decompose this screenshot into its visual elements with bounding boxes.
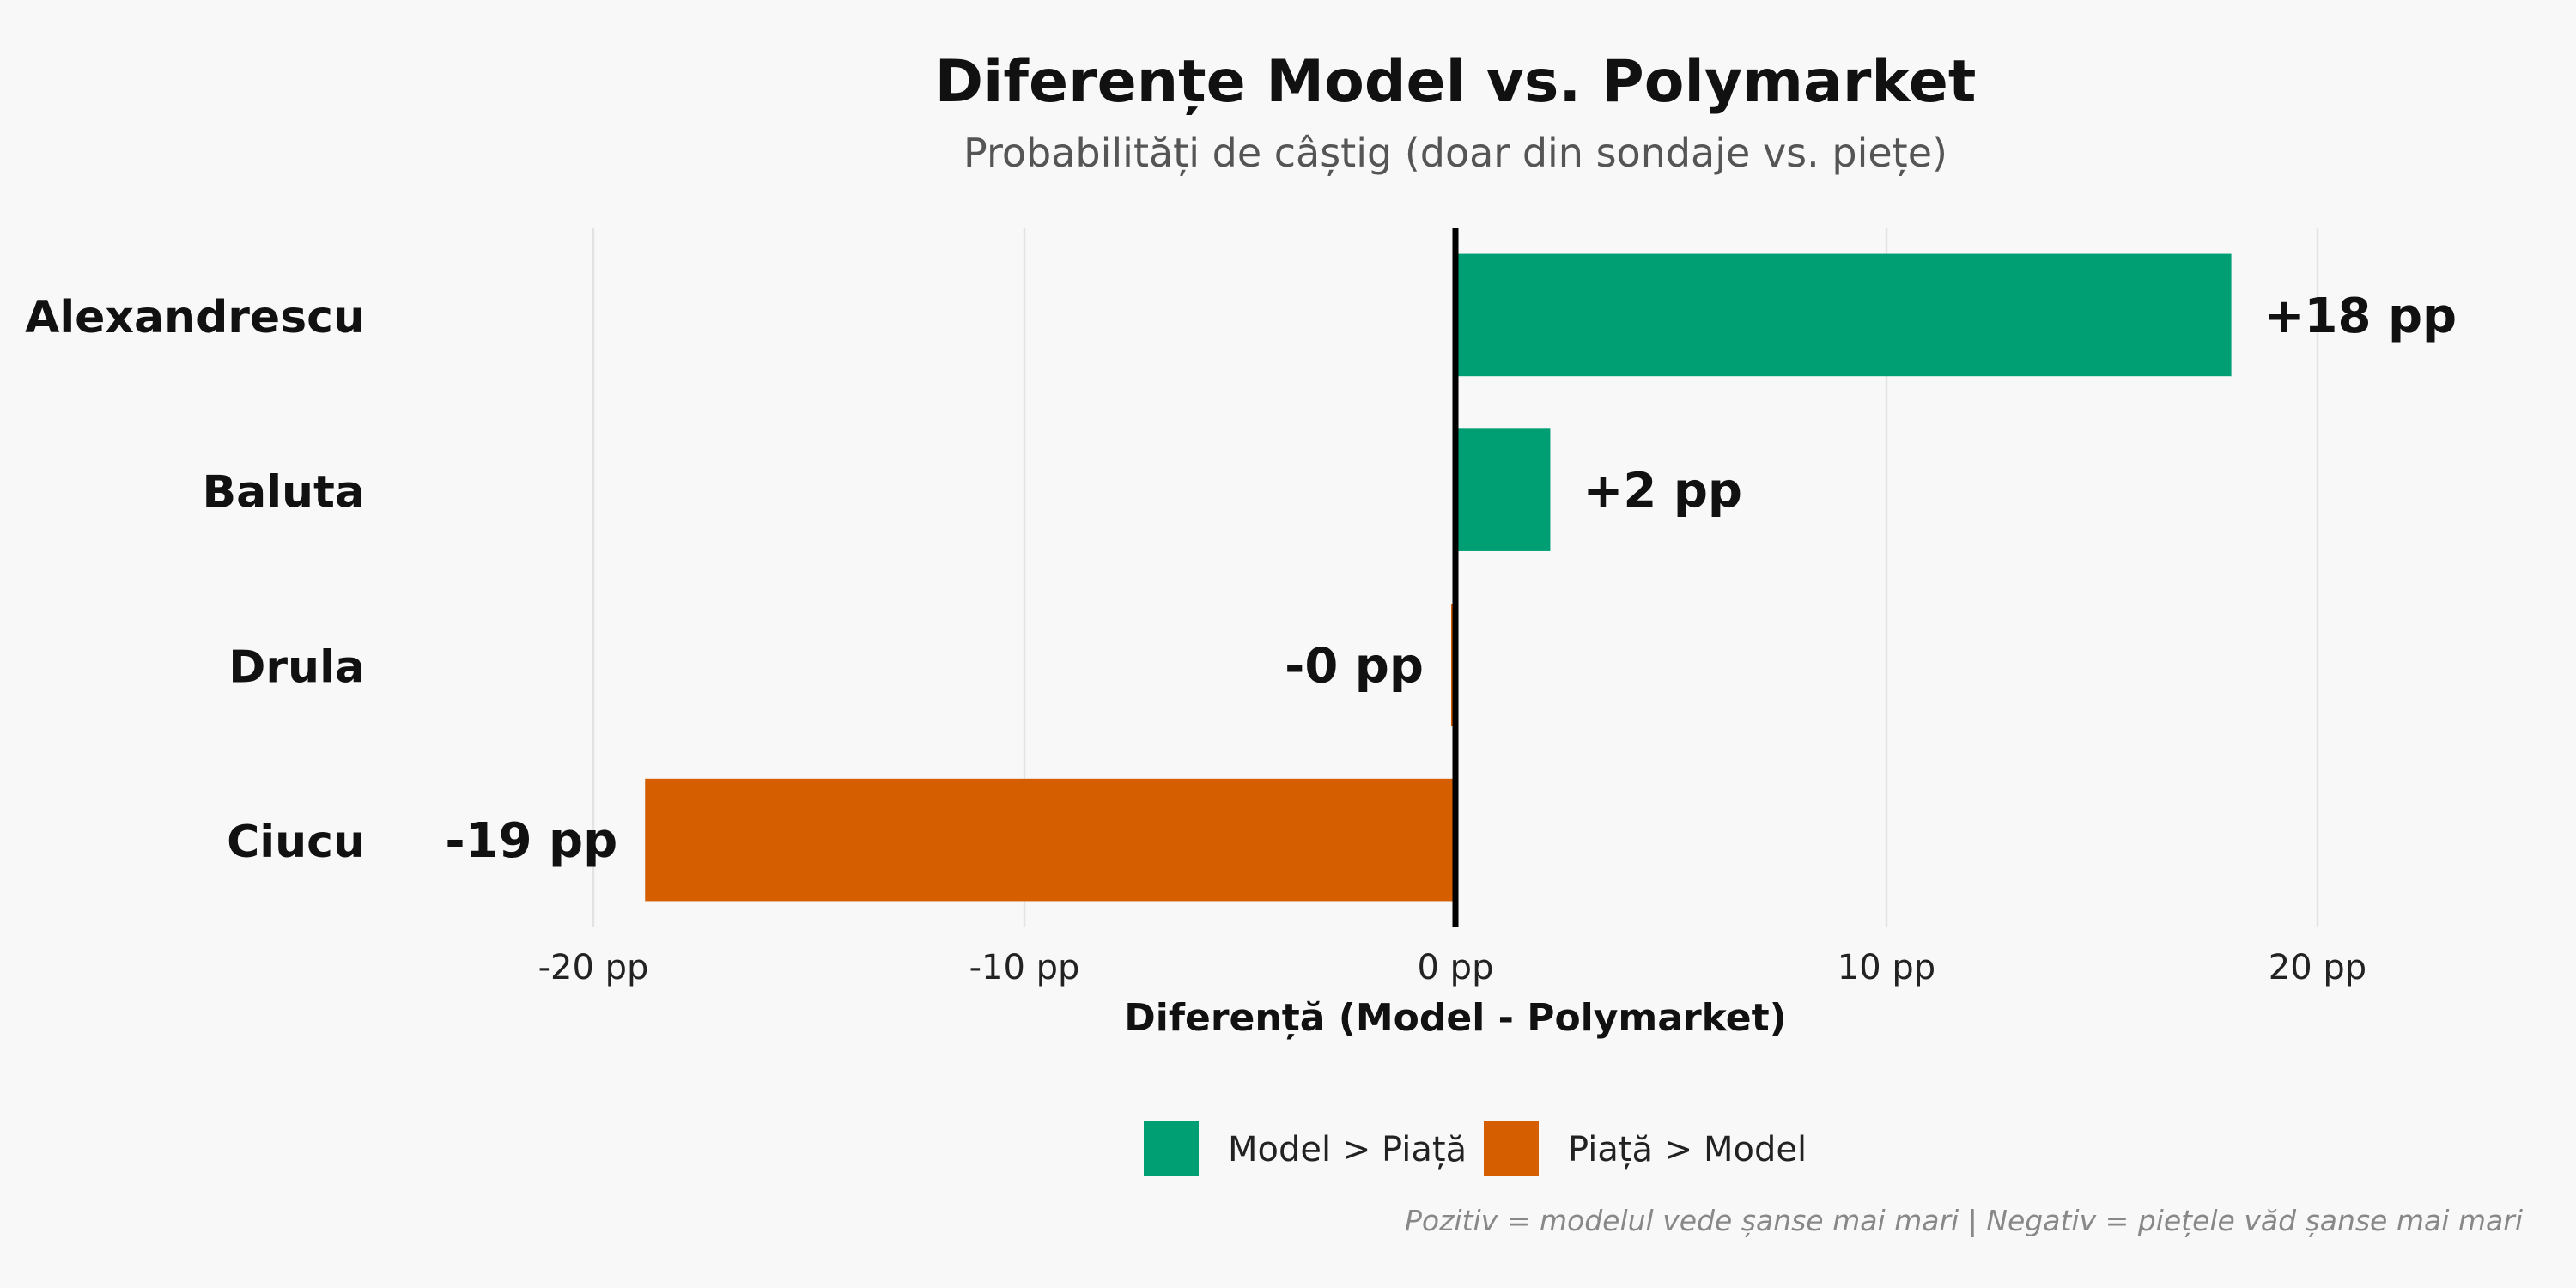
category-label-alexandrescu: Alexandrescu (25, 292, 365, 343)
legend: Model > Piață Piață > Model (1144, 1121, 1807, 1176)
chart-subtitle: Probabilități de câștig (doar din sondaj… (963, 130, 1947, 177)
value-label-drula: -0 pp (1285, 638, 1424, 694)
x-tick-labels: -20 pp -10 pp 0 pp 10 pp 20 pp (538, 948, 2367, 987)
category-labels: Alexandrescu Baluta Drula Ciucu (25, 292, 365, 868)
x-tick-label-1: -10 pp (969, 948, 1080, 987)
bar-baluta (1455, 428, 1551, 551)
bars (645, 253, 2232, 902)
x-tick-label-3: 10 pp (1838, 948, 1935, 987)
legend-swatch-1 (1484, 1121, 1539, 1176)
value-label-alexandrescu: +18 pp (2264, 289, 2458, 344)
value-label-baluta: +2 pp (1583, 464, 1742, 519)
category-label-ciucu: Ciucu (227, 817, 365, 868)
category-label-baluta: Baluta (202, 467, 365, 519)
bar-ciucu (645, 778, 1455, 902)
x-tick-label-0: -20 pp (538, 948, 649, 987)
bar-alexandrescu (1455, 253, 2232, 377)
x-tick-label-2: 0 pp (1418, 948, 1494, 987)
x-tick-label-4: 20 pp (2269, 948, 2366, 987)
legend-label-0: Model > Piață (1228, 1130, 1467, 1170)
value-labels: +18 pp +2 pp -0 pp -19 pp (445, 289, 2457, 869)
category-label-drula: Drula (228, 641, 365, 693)
legend-label-1: Piață > Model (1568, 1130, 1807, 1170)
x-axis-label: Diferență (Model - Polymarket) (1124, 996, 1786, 1040)
legend-swatch-0 (1144, 1121, 1199, 1176)
value-label-ciucu: -19 pp (445, 813, 617, 869)
chart-caption: Pozitiv = modelul vede șanse mai mari | … (1405, 1204, 2523, 1237)
chart-title: Diferențe Model vs. Polymarket (935, 48, 1977, 116)
